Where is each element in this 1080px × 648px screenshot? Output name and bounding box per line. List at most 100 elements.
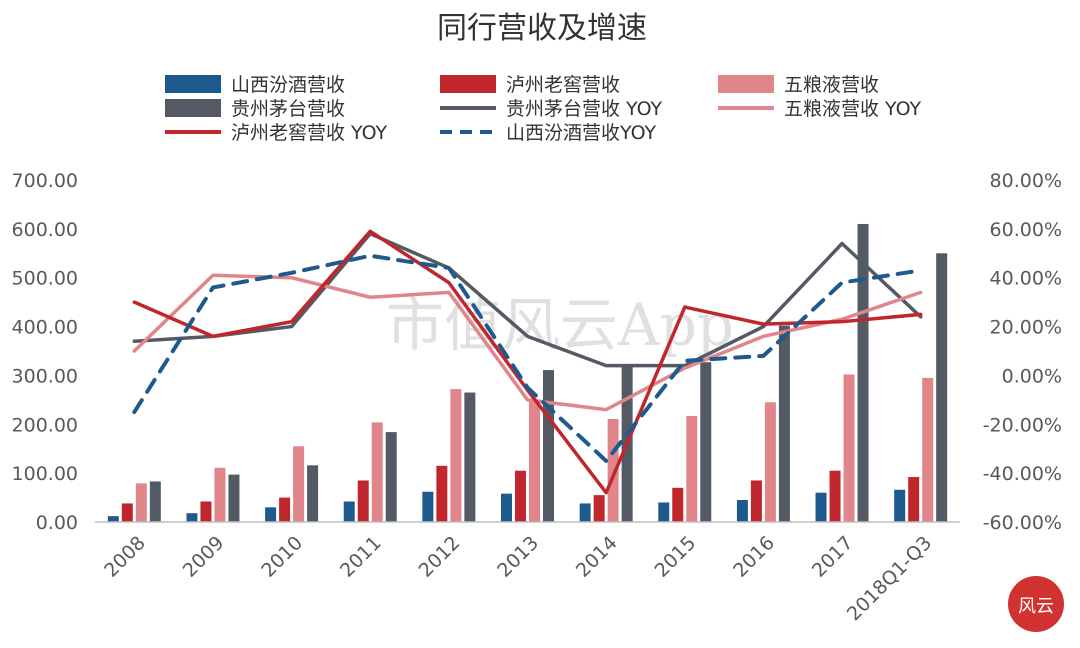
x-tick-label: 2012 bbox=[415, 532, 465, 582]
bar-layer bbox=[107, 223, 948, 523]
bar-series-2-2011 bbox=[357, 480, 369, 522]
bar-series-3-2008 bbox=[135, 483, 147, 522]
bar-series-1-2009 bbox=[186, 513, 198, 522]
bar-series-4-2018Q1-Q3 bbox=[936, 253, 948, 523]
bar-series-4-2013 bbox=[543, 370, 554, 522]
legend-label: 泸州老窖营收 bbox=[506, 74, 620, 96]
legend-label: 五粮液营收 YOY bbox=[784, 98, 922, 120]
legend-item-5: 贵州茅台营收 YOY bbox=[440, 98, 663, 120]
line-series-3 bbox=[132, 229, 923, 495]
logo-seal-text: 风云 bbox=[1018, 596, 1054, 617]
bar-series-2-2014 bbox=[593, 495, 605, 522]
bar-series-1-2010 bbox=[265, 507, 277, 522]
bar-series-4-2012 bbox=[464, 392, 476, 522]
y-left-tick-label: 700.00 bbox=[12, 170, 78, 192]
legend-item-8: 山西汾酒营收YOY bbox=[440, 122, 656, 144]
y-left-tick-label: 500.00 bbox=[12, 268, 78, 290]
x-tick-label: 2008 bbox=[100, 532, 150, 582]
axes: 0.00 100.00 200.00 300.00 400.00 500.00 600.00… bbox=[12, 170, 1062, 625]
legend-label: 贵州茅台营收 bbox=[231, 98, 345, 120]
bar-series-4-2009 bbox=[228, 474, 240, 522]
bar-series-4-2015 bbox=[700, 362, 712, 522]
x-tick-label: 2010 bbox=[257, 532, 307, 582]
y-left-tick-label: 600.00 bbox=[12, 219, 78, 241]
legend-swatch bbox=[165, 99, 221, 117]
bar-series-3-2010 bbox=[293, 446, 305, 522]
chart-title: 同行营收及增速 bbox=[437, 11, 647, 46]
y-left-tick-label: 400.00 bbox=[12, 317, 78, 339]
bar-series-1-2013 bbox=[501, 493, 512, 522]
x-tick-label: 2014 bbox=[572, 532, 622, 582]
bar-series-1-2014 bbox=[579, 503, 591, 522]
bar-series-1-2008 bbox=[107, 516, 119, 522]
legend-item-1: 山西汾酒营收 bbox=[165, 74, 345, 96]
bar-series-3-2017 bbox=[843, 374, 855, 522]
x-tick-label: 2016 bbox=[729, 532, 779, 582]
bar-series-1-2016 bbox=[736, 500, 748, 522]
bar-series-3-2012 bbox=[450, 389, 462, 522]
logo-seal-circle bbox=[1008, 576, 1064, 632]
legend-item-7: 泸州老窖营收 YOY bbox=[165, 122, 388, 144]
bar-series-4-2011 bbox=[385, 432, 397, 522]
y-right-tick-label: 20.00% bbox=[990, 317, 1062, 339]
bar-series-2-2013 bbox=[515, 470, 526, 522]
y-right-tick-label: -20.00% bbox=[983, 414, 1062, 436]
x-tick-label: 2011 bbox=[336, 532, 386, 582]
bar-series-3-2013 bbox=[529, 400, 540, 522]
bar-series-3-2011 bbox=[371, 422, 383, 522]
bar-series-1-2012 bbox=[422, 491, 434, 522]
legend-swatch bbox=[718, 75, 774, 93]
y-left-tick-label: 200.00 bbox=[12, 414, 78, 436]
bar-series-4-2017 bbox=[857, 223, 869, 522]
y-right-tick-label: 80.00% bbox=[990, 170, 1062, 192]
bar-series-3-2015 bbox=[686, 415, 698, 522]
y-left-tick-label: 0.00 bbox=[36, 512, 78, 534]
bar-series-1-2018Q1-Q3 bbox=[894, 489, 906, 522]
bar-series-1-2015 bbox=[658, 502, 670, 522]
bar-series-3-2014 bbox=[607, 418, 619, 522]
legend-label: 泸州老窖营收 YOY bbox=[231, 122, 388, 144]
x-tick-label: 2017 bbox=[808, 532, 858, 582]
legend-item-6: 五粮液营收 YOY bbox=[718, 98, 922, 120]
y-left-tick-label: 100.00 bbox=[12, 463, 78, 485]
bar-series-3-2016 bbox=[764, 402, 776, 522]
bar-series-2-2018Q1-Q3 bbox=[908, 477, 920, 522]
line-layer bbox=[132, 229, 923, 495]
x-tick-label: 2018Q1-Q3 bbox=[843, 532, 936, 625]
bar-series-1-2011 bbox=[343, 501, 355, 522]
legend-label: 五粮液营收 bbox=[784, 74, 879, 96]
bar-series-2-2009 bbox=[200, 501, 212, 522]
bar-series-2-2016 bbox=[750, 480, 762, 522]
legend-item-3: 五粮液营收 bbox=[718, 74, 879, 96]
bar-series-1-2017 bbox=[815, 492, 827, 522]
bar-series-4-2008 bbox=[149, 481, 161, 522]
bar-series-2-2012 bbox=[436, 465, 448, 522]
legend-item-4: 贵州茅台营收 bbox=[165, 98, 345, 120]
legend-label: 山西汾酒营收 bbox=[231, 74, 345, 96]
bar-series-2-2017 bbox=[829, 470, 841, 522]
legend-item-2: 泸州老窖营收 bbox=[440, 74, 620, 96]
x-tick-label: 2015 bbox=[651, 532, 701, 582]
y-right-tick-label: 0.00% bbox=[1002, 365, 1062, 387]
line-series-1 bbox=[132, 231, 923, 368]
legend-label: 山西汾酒营收YOY bbox=[506, 122, 656, 144]
y-right-tick-label: -40.00% bbox=[983, 463, 1062, 485]
x-tick-label: 2013 bbox=[493, 532, 543, 582]
legend-label: 贵州茅台营收 YOY bbox=[506, 98, 663, 120]
bar-series-2-2008 bbox=[121, 503, 133, 522]
bar-series-2-2015 bbox=[672, 487, 684, 522]
x-tick-label: 2009 bbox=[179, 532, 229, 582]
y-left-tick-label: 300.00 bbox=[12, 365, 78, 387]
bar-series-3-2018Q1-Q3 bbox=[922, 377, 934, 522]
bar-series-4-2016 bbox=[778, 325, 790, 522]
y-right-tick-label: -60.00% bbox=[983, 512, 1062, 534]
line-series-4 bbox=[132, 253, 923, 463]
bar-series-4-2010 bbox=[307, 465, 319, 522]
y-right-tick-label: 40.00% bbox=[990, 268, 1062, 290]
legend-swatch bbox=[440, 75, 496, 93]
logo-seal: 风云 bbox=[1008, 576, 1064, 632]
y-right-tick-label: 60.00% bbox=[990, 219, 1062, 241]
bar-series-2-2010 bbox=[279, 497, 291, 522]
